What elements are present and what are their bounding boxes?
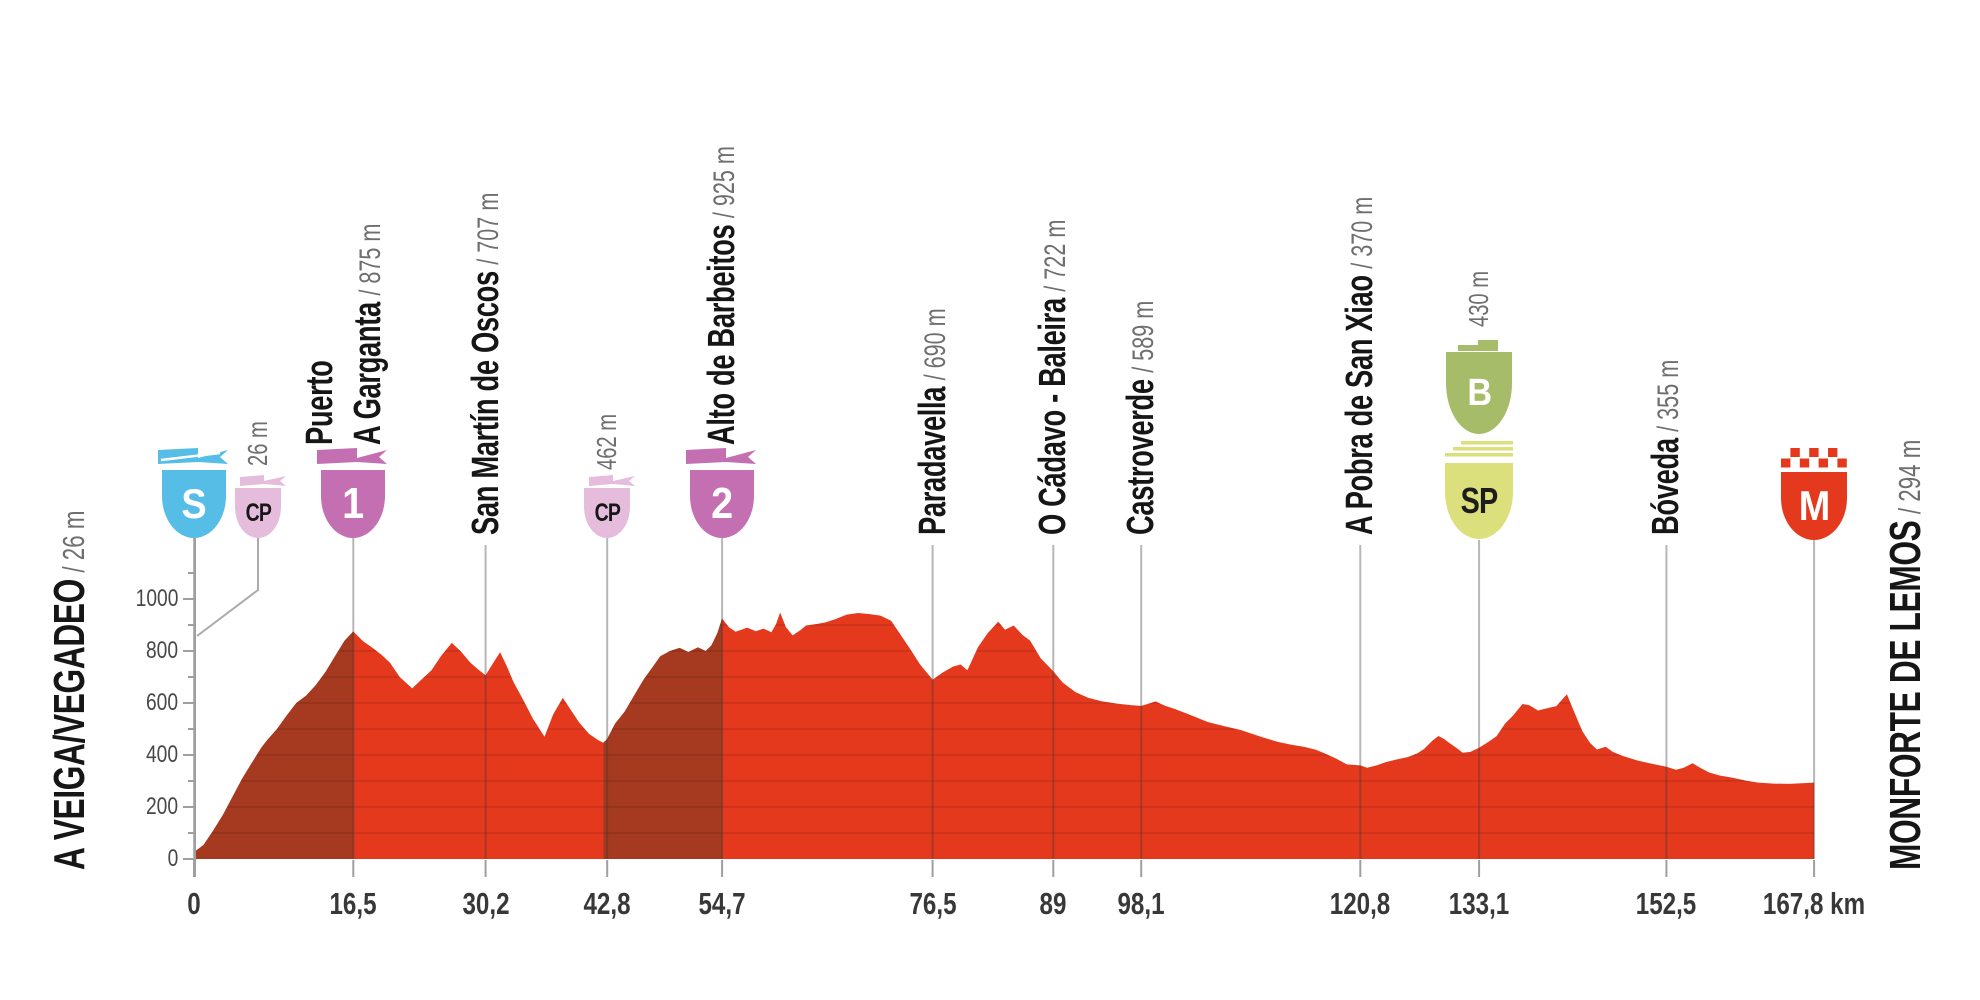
climb-area <box>603 618 723 859</box>
checkpoint1-badge-letters: CP <box>245 498 271 527</box>
y-tick-label: 800 <box>145 637 178 664</box>
checkpoint1-elevation-label: 26 m <box>242 421 273 466</box>
finish-badge: M <box>1781 472 1847 540</box>
checkpoint2-elevation-label: 462 m <box>591 413 622 470</box>
sprint-badge: SP <box>1445 463 1513 539</box>
start-town-name: A VEIGA/VEGADEO <box>45 579 94 870</box>
checkpoint1-badge: CP <box>235 488 281 538</box>
y-tick-label: 1000 <box>135 585 178 612</box>
finish-badge-letter: M <box>1798 482 1831 529</box>
cat2-pennant-icon <box>686 448 756 464</box>
y-tick-label: 400 <box>145 741 178 768</box>
checkpoint1-pennant-icon <box>240 475 286 486</box>
finish-checkered-flag-icon <box>1781 448 1847 468</box>
cat1-climb-label: Puerto A Garganta/ 875 m <box>299 223 389 445</box>
boveda-label: Bóveda/ 355 m <box>1645 359 1687 535</box>
cat1-pennant-icon <box>317 448 387 464</box>
x-tick-label: 76,5 <box>909 886 957 921</box>
checkpoint2-badge: CP <box>584 488 630 538</box>
checkpoint2-pennant-icon <box>589 475 635 486</box>
cadavo-label: O Cádavo - Baleira/ 722 m <box>1032 219 1074 535</box>
x-tick-label: 152,5 <box>1636 886 1697 921</box>
x-tick-label: 133,1 <box>1448 886 1510 921</box>
x-tick-label: 30,2 <box>462 886 510 921</box>
start-town-elevation: / 26 m <box>56 510 91 573</box>
pobra-label: A Pobra de San Xiao/ 370 m <box>1339 196 1381 535</box>
sprint-elevation-label: 430 m <box>1463 270 1494 327</box>
cat2-badge: 2 <box>690 470 754 538</box>
checkpoint1-leader-line <box>196 538 259 637</box>
start-town-label: A VEIGA/VEGADEO / 26 m <box>45 510 104 870</box>
x-tick-label: 89 <box>1039 886 1067 921</box>
bonus-tab-icon <box>1458 340 1498 351</box>
start-badge-letter: S <box>181 480 207 527</box>
cat2-climb-label: Alto de Barbeitos/ 925 m <box>701 146 743 445</box>
y-tick-label: 0 <box>167 845 178 872</box>
finish-town-label: MONFORTE DE LEMOS / 294 m <box>1881 439 1940 870</box>
paradavella-label: Paradavella/ 690 m <box>912 308 954 535</box>
climb-area <box>194 631 354 859</box>
x-tick-label: 120,8 <box>1330 886 1391 921</box>
castroverde-label: Castroverde/ 589 m <box>1120 300 1162 535</box>
start-badge: S <box>162 470 226 538</box>
cat1-badge-number: 1 <box>342 479 364 528</box>
sprint-badge-letters: SP <box>1460 480 1499 521</box>
x-tick-label: 0 <box>187 886 201 921</box>
bonus-badge-letter: B <box>1467 371 1492 414</box>
y-tick-label: 600 <box>145 689 178 716</box>
x-tick-label: 98,1 <box>1117 886 1165 921</box>
san-martin-label: San Martín de Oscos/ 707 m <box>465 192 507 535</box>
elevation-area <box>194 612 1815 859</box>
x-tick-label: 16,5 <box>329 886 377 921</box>
y-tick-label: 200 <box>145 793 178 820</box>
finish-town-elevation: / 294 m <box>1892 439 1927 515</box>
sprint-stripes-icon <box>1445 441 1513 457</box>
finish-town-name: MONFORTE DE LEMOS <box>1881 520 1930 870</box>
x-tick-label: 54,7 <box>698 886 746 921</box>
cat1-badge: 1 <box>321 470 385 538</box>
start-pennant-icon <box>158 448 228 464</box>
cat2-badge-number: 2 <box>711 479 733 528</box>
checkpoint2-badge-letters: CP <box>594 498 620 527</box>
x-tick-label: 42,8 <box>583 886 631 921</box>
x-tick-label: 167,8 km <box>1763 886 1866 921</box>
bonus-badge: B <box>1446 352 1512 434</box>
